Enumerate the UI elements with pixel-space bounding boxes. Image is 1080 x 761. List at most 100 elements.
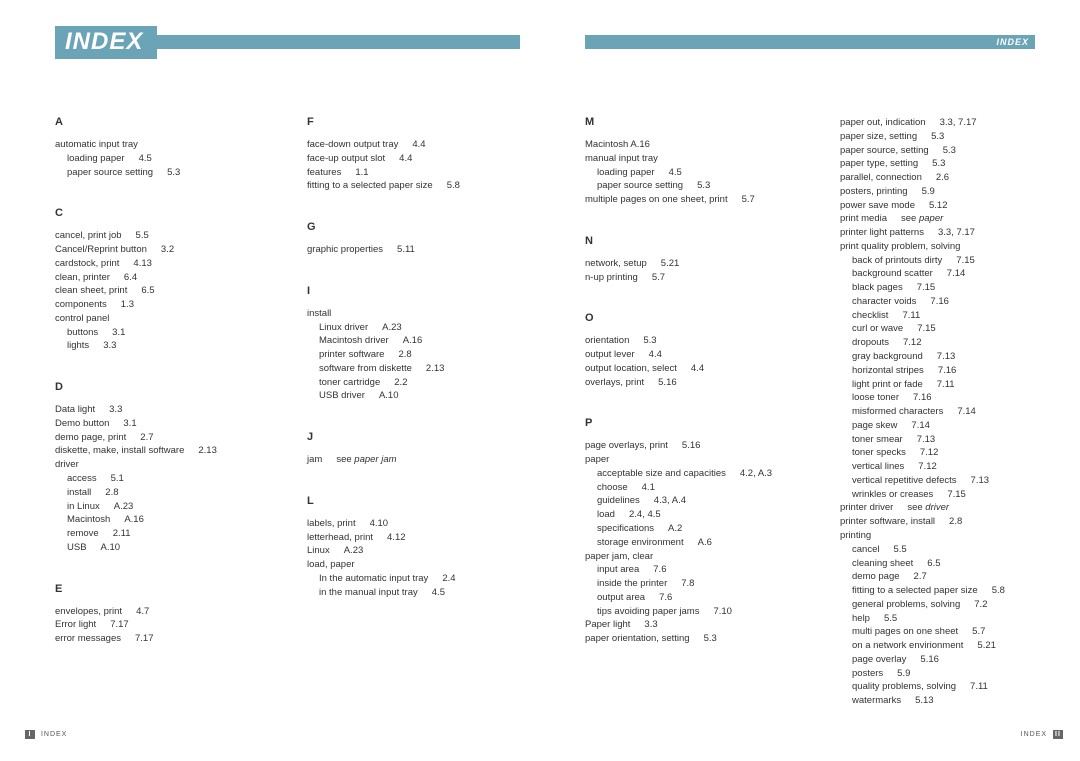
index-page-ref: 7.11 (902, 310, 920, 321)
index-term: USB driver (319, 390, 365, 401)
index-entry: gray background7.13 (840, 350, 1050, 364)
index-entry: demo page2.7 (840, 570, 1050, 584)
header-bar-fill (155, 35, 520, 49)
index-entry: control panel (55, 312, 307, 326)
index-term: paper source setting (67, 167, 153, 178)
index-page-ref: 4.4 (691, 363, 704, 374)
index-term: lights (67, 340, 89, 351)
index-entry: MacintoshA.16 (55, 513, 307, 527)
index-entry: in LinuxA.23 (55, 500, 307, 514)
index-term: printing (840, 530, 871, 541)
index-term: loose toner (852, 392, 899, 403)
index-page-ref: 4.2, A.3 (740, 468, 772, 479)
index-term: page overlay (852, 654, 906, 665)
index-page-ref: A.16 (124, 514, 144, 525)
index-entry: posters, printing5.9 (840, 185, 1050, 199)
index-entry: checklist7.11 (840, 309, 1050, 323)
index-term: fitting to a selected paper size (852, 585, 978, 596)
page-right: INDEX MMacintosh A.16manual input traylo… (540, 0, 1080, 761)
index-entry: background scatter7.14 (840, 267, 1050, 281)
index-page-ref: 7.17 (110, 619, 129, 630)
index-entry: Linux driverA.23 (307, 321, 522, 335)
index-entry: multiple pages on one sheet, print 5.7 (585, 193, 840, 207)
index-see-ref: see paper (901, 213, 943, 224)
index-term: paper size, setting (840, 131, 917, 142)
index-entry: loading paper4.5 (55, 152, 307, 166)
index-term: gray background (852, 351, 923, 362)
index-term: printer software, install (840, 516, 935, 527)
index-page-ref: 5.5 (893, 544, 906, 555)
index-entry: vertical lines7.12 (840, 460, 1050, 474)
index-term: paper source setting (597, 180, 683, 191)
index-group: Fface-down output tray4.4face-up output … (307, 116, 522, 193)
index-entry: install (307, 307, 522, 321)
index-page-ref: 4.3, A.4 (654, 495, 686, 506)
index-page-ref: 5.7 (742, 194, 755, 205)
index-page-ref: 5.3 (167, 167, 180, 178)
index-term: loading paper (597, 167, 655, 178)
index-term: graphic properties (307, 244, 383, 255)
index-term: in Linux (67, 501, 100, 512)
index-term: error messages (55, 633, 121, 644)
index-term: guidelines (597, 495, 640, 506)
index-page-ref: A.23 (382, 322, 402, 333)
index-entry: orientation5.3 (585, 334, 840, 348)
index-page-ref: 6.5 (927, 558, 940, 569)
index-entry: clean sheet, print6.5 (55, 284, 307, 298)
index-page-ref: 3.3, 7.17 (940, 117, 977, 128)
index-entry: page skew7.14 (840, 419, 1050, 433)
index-group: paper out, indication3.3, 7.17paper size… (840, 116, 1050, 708)
index-term: output area (597, 592, 645, 603)
index-entry: choose4.1 (585, 481, 840, 495)
index-term: misformed characters (852, 406, 943, 417)
index-term: diskette, make, install software (55, 445, 184, 456)
index-term: multiple pages on one sheet, print (585, 194, 728, 205)
index-page-ref: 1.3 (121, 299, 134, 310)
index-entry: on a network envirionment5.21 (840, 639, 1050, 653)
header-bar-fill (585, 35, 985, 49)
footer-right: INDEX II (1021, 730, 1066, 739)
index-page-ref: 3.3 (103, 340, 116, 351)
index-entry: Macintosh driverA.16 (307, 334, 522, 348)
index-page-ref: 5.3 (643, 335, 656, 346)
index-page-ref: 7.16 (913, 392, 932, 403)
index-entry: curl or wave7.15 (840, 322, 1050, 336)
index-page-ref: 5.3 (932, 158, 945, 169)
index-term: print quality problem, solving (840, 241, 960, 252)
index-page-ref: 5.1 (111, 473, 124, 484)
index-page-ref: 5.16 (682, 440, 701, 451)
index-page-ref: A.10 (101, 542, 121, 553)
index-entry: guidelines 4.3, A.4 (585, 494, 840, 508)
index-letter: F (307, 116, 522, 128)
index-entry: paper out, indication3.3, 7.17 (840, 116, 1050, 130)
index-entry: cleaning sheet6.5 (840, 557, 1050, 571)
index-term: clean sheet, print (55, 285, 127, 296)
index-page-ref: 5.3 (697, 180, 710, 191)
index-entry: paper orientation, setting5.3 (585, 632, 840, 646)
index-page-ref: A.10 (379, 390, 399, 401)
index-term: choose (597, 482, 628, 493)
index-page-ref: 4.4 (649, 349, 662, 360)
index-term: Error light (55, 619, 96, 630)
index-term: n-up printing (585, 272, 638, 283)
index-term: cardstock, print (55, 258, 119, 269)
index-letter: C (55, 207, 307, 219)
index-term: background scatter (852, 268, 933, 279)
index-term: on a network envirionment (852, 640, 963, 651)
index-term: network, setup (585, 258, 647, 269)
index-entry: parallel, connection2.6 (840, 171, 1050, 185)
index-entry: paper source, setting5.3 (840, 144, 1050, 158)
index-page-ref: 7.17 (135, 633, 154, 644)
index-page-ref: 7.15 (917, 282, 936, 293)
index-page-ref: 5.16 (920, 654, 939, 665)
index-entry: components 1.3 (55, 298, 307, 312)
index-page-ref: 2.8 (105, 487, 118, 498)
index-page-ref: 7.2 (974, 599, 987, 610)
index-term: components (55, 299, 107, 310)
index-entry: Data light3.3 (55, 403, 307, 417)
index-entry: posters5.9 (840, 667, 1050, 681)
index-entry: network, setup5.21 (585, 257, 840, 271)
index-term: curl or wave (852, 323, 903, 334)
index-group: Ccancel, print job5.5Cancel/Reprint butt… (55, 207, 307, 353)
header-bar-right: INDEX (585, 28, 1035, 56)
